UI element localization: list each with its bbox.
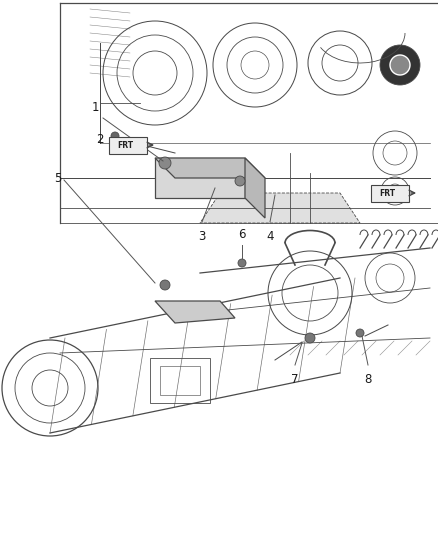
Polygon shape [245,158,265,218]
Text: 8: 8 [364,373,372,386]
FancyBboxPatch shape [109,136,147,154]
Circle shape [305,333,315,343]
Circle shape [356,329,364,337]
Text: 6: 6 [238,228,246,241]
Polygon shape [155,301,235,323]
Circle shape [159,157,171,169]
Text: 1: 1 [91,101,99,114]
Circle shape [238,259,246,267]
Text: 7: 7 [291,373,299,386]
Polygon shape [155,158,245,198]
Text: FRT: FRT [117,141,133,149]
Text: 2: 2 [96,133,104,146]
Circle shape [390,55,410,75]
Circle shape [111,132,119,140]
Text: FRT: FRT [379,189,395,198]
Polygon shape [200,193,360,223]
Circle shape [160,280,170,290]
Polygon shape [155,158,265,178]
Text: 5: 5 [54,172,62,184]
Text: 3: 3 [198,230,206,243]
Circle shape [380,45,420,85]
Circle shape [235,176,245,186]
Text: 4: 4 [266,230,274,243]
FancyBboxPatch shape [371,184,409,201]
